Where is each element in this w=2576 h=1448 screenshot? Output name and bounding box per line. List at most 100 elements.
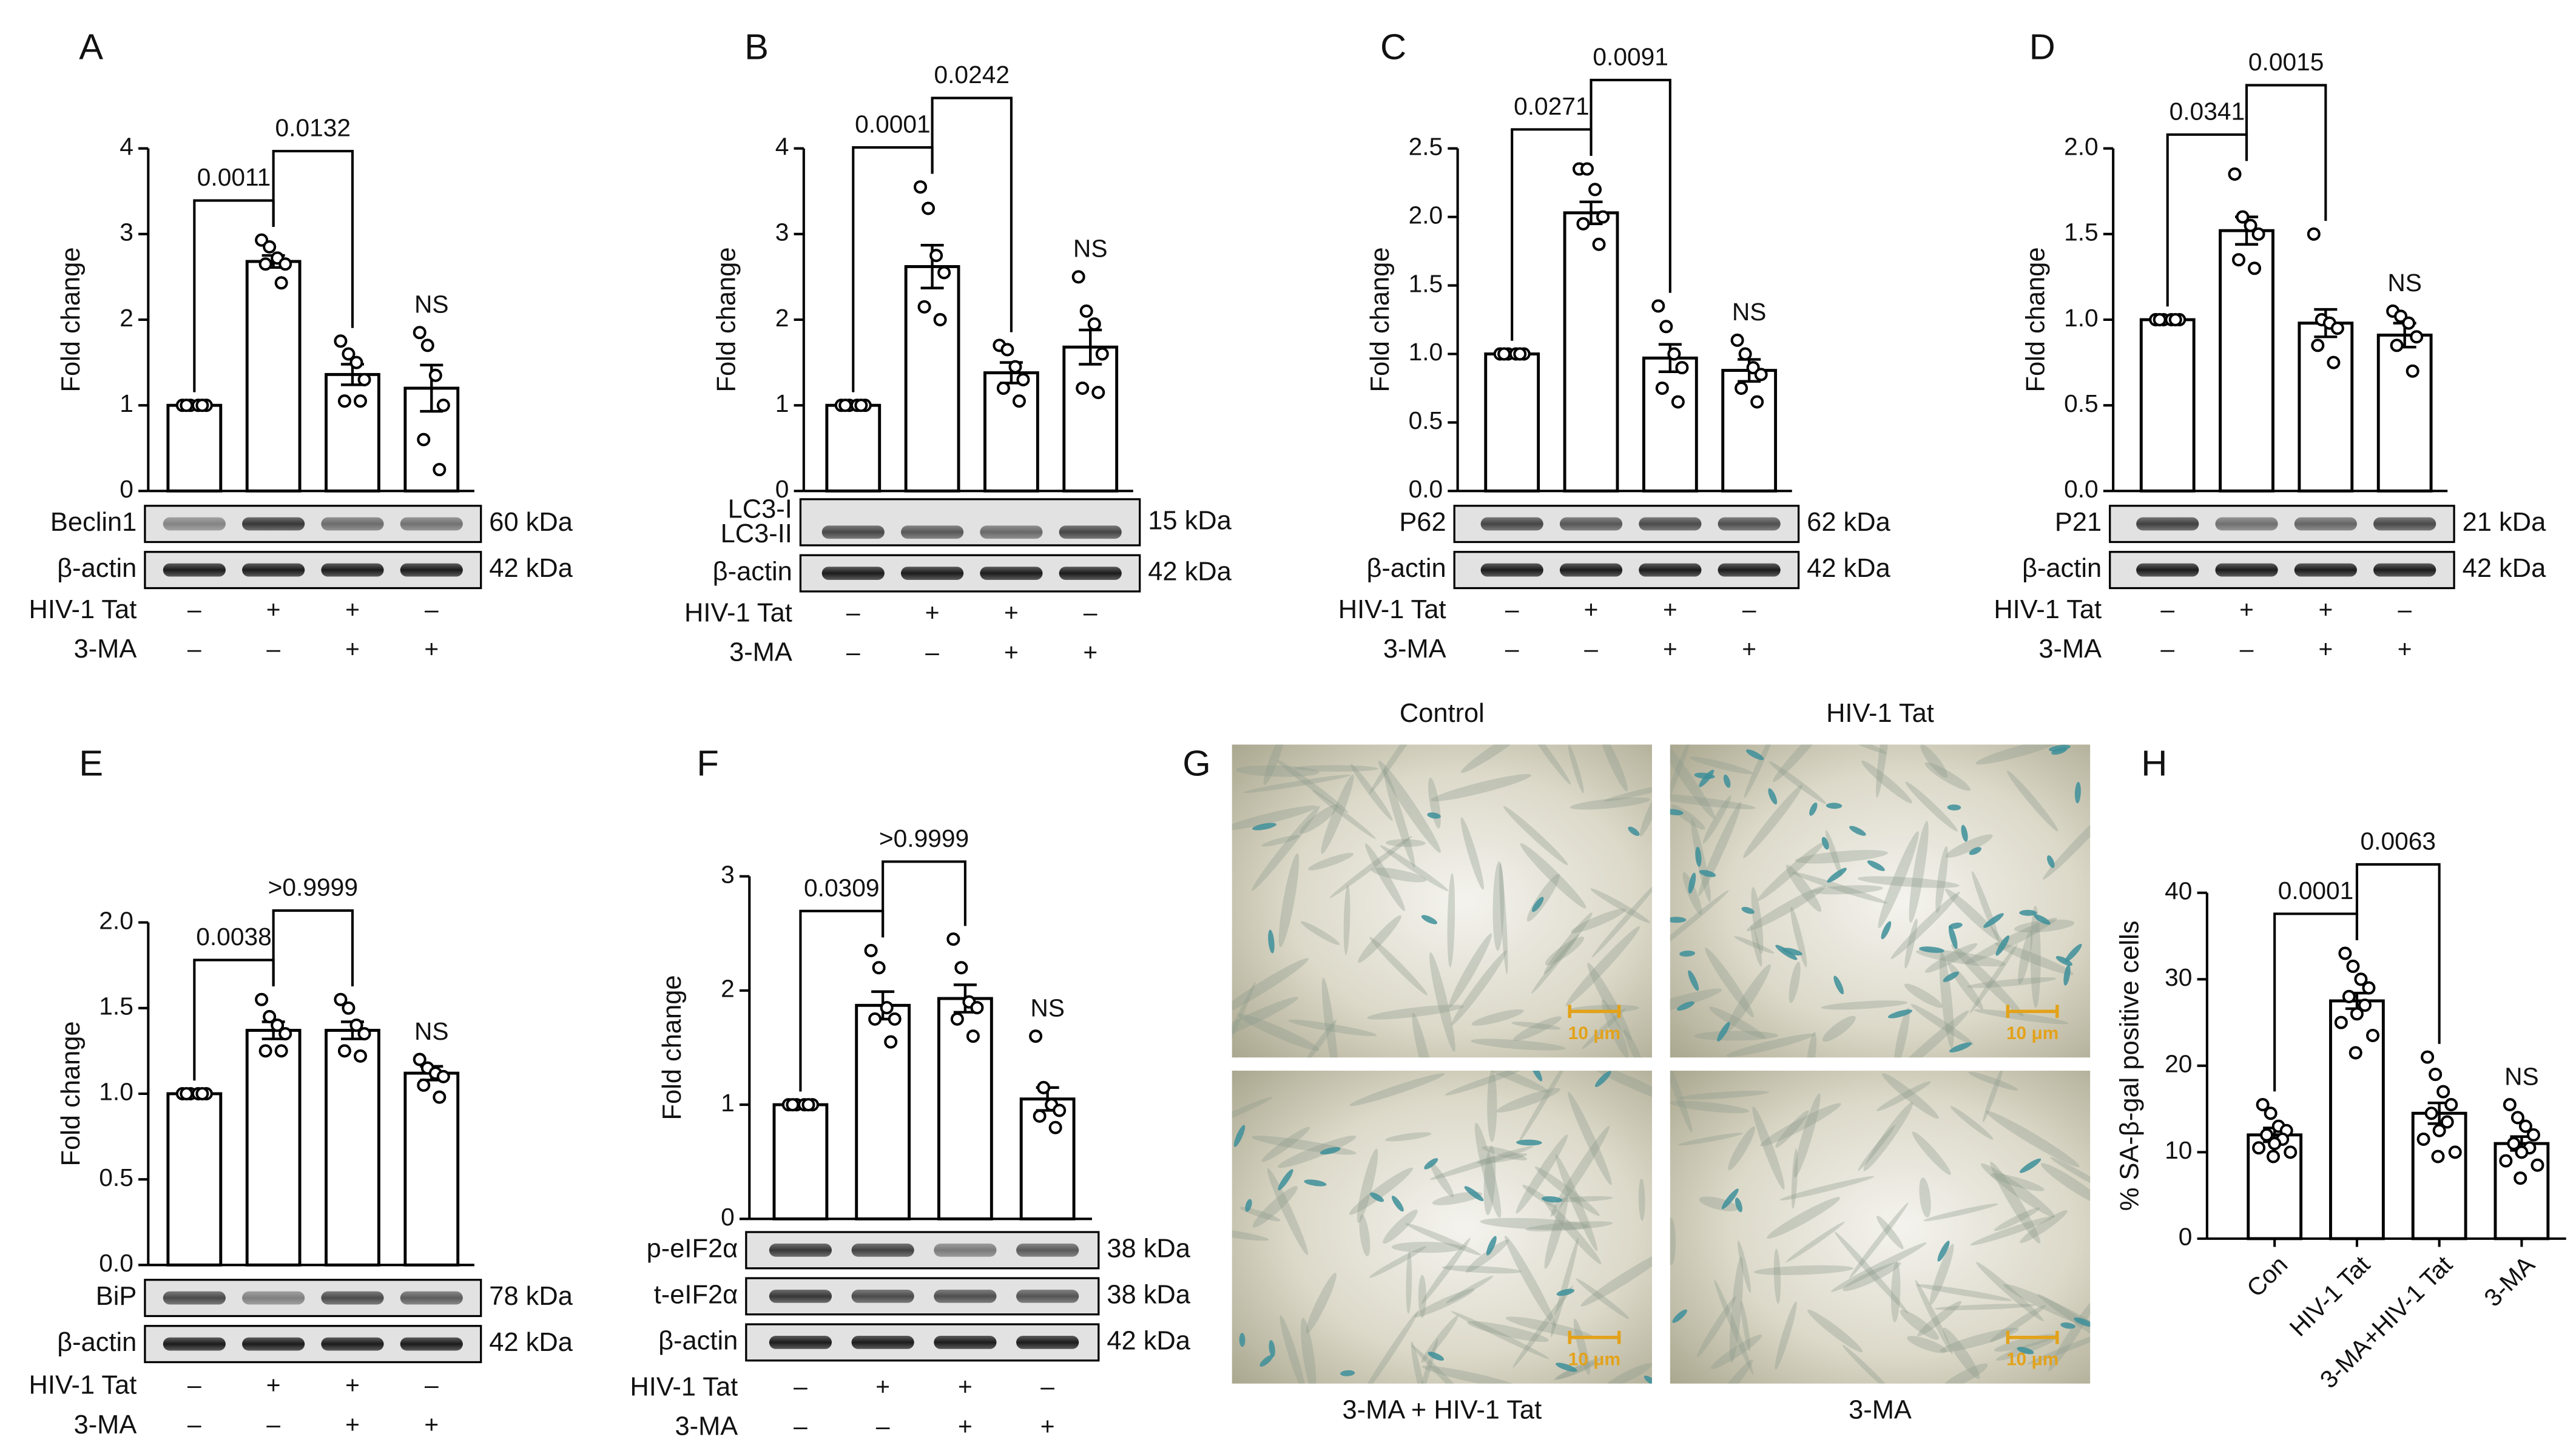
cell	[1587, 963, 1632, 1041]
cell	[1483, 1145, 1496, 1216]
cell	[1276, 759, 1349, 813]
data-point	[2267, 1150, 2281, 1163]
stained-cell	[1809, 802, 1818, 816]
cell	[1421, 1315, 1458, 1363]
bar	[983, 371, 1039, 493]
y-tick-label: 10	[2165, 1136, 2192, 1164]
treatment-sign: –	[187, 1371, 201, 1399]
data-point	[1091, 386, 1105, 399]
stained-cell	[2051, 747, 2068, 755]
cell	[1842, 1344, 1895, 1384]
stained-cell	[1428, 1352, 1445, 1361]
band	[400, 1337, 463, 1351]
stained-cell	[1717, 1022, 1730, 1042]
cell	[1603, 783, 1652, 802]
data-point	[1754, 368, 1768, 382]
stained-cell	[1961, 824, 1968, 842]
stained-cell	[1672, 1309, 1687, 1323]
p-value: 0.0015	[2248, 48, 2324, 76]
band	[1059, 525, 1122, 539]
data-point	[180, 1086, 194, 1100]
blot-kda: 38 kDa	[1107, 1280, 1190, 1309]
data-point	[1016, 372, 1030, 386]
cell	[1715, 1359, 1753, 1384]
data-point	[1037, 1080, 1051, 1094]
cell	[1905, 781, 1958, 832]
cell	[1357, 1148, 1378, 1224]
y-tick-label: 4	[120, 132, 133, 160]
data-point	[2327, 355, 2341, 369]
y-axis-label: Fold change	[56, 1021, 86, 1166]
stained-cell	[1688, 970, 1699, 991]
data-point	[950, 1012, 964, 1026]
blot-kda: 15 kDa	[1148, 506, 1232, 535]
treatment-name: 3-MA	[729, 638, 792, 667]
band	[821, 567, 885, 580]
cell	[1429, 1162, 1454, 1197]
cell	[1821, 1000, 1908, 1010]
cell	[1725, 964, 1771, 1033]
y-tick-label: 1.5	[2064, 218, 2099, 246]
cell	[1793, 1093, 1821, 1178]
stained-cell	[1268, 929, 1275, 954]
cell	[1361, 1310, 1419, 1384]
data-point	[2448, 1145, 2462, 1159]
x-tick-label: Con	[2241, 1250, 2293, 1302]
data-point	[2432, 1123, 2446, 1137]
cell	[1471, 1009, 1524, 1026]
significance-bracket	[1590, 78, 1671, 293]
cell	[1406, 1251, 1412, 1314]
cell	[1451, 1311, 1549, 1359]
band	[163, 517, 226, 531]
p-value: 0.0271	[1514, 92, 1590, 120]
cell	[1232, 982, 1256, 1058]
data-point	[2264, 1106, 2278, 1120]
data-point	[1675, 361, 1689, 375]
bar	[855, 1003, 911, 1221]
treatment-sign: –	[1040, 1373, 1054, 1401]
cell	[1670, 988, 1722, 1017]
cell	[1571, 908, 1626, 934]
significance-bracket	[272, 909, 354, 986]
cell	[1429, 952, 1455, 1052]
stained-cell	[1867, 860, 1885, 871]
cell	[1934, 1304, 2035, 1310]
cell	[1580, 1249, 1652, 1307]
band	[242, 517, 305, 531]
data-point	[2436, 1085, 2450, 1099]
data-point	[1576, 217, 1590, 231]
cell	[1757, 841, 1824, 901]
cell	[1929, 1244, 1954, 1305]
cells	[1232, 744, 1652, 1058]
data-point	[2168, 313, 2182, 327]
cell	[1565, 926, 1640, 1006]
cell	[1915, 949, 2006, 967]
cell	[1946, 834, 1993, 858]
cell	[1965, 917, 2057, 965]
band	[2294, 563, 2357, 577]
cell	[1280, 1315, 1306, 1384]
y-tick-label: 30	[2165, 963, 2192, 991]
data-point	[880, 1001, 894, 1015]
blot-label: β-actin	[713, 557, 792, 587]
data-point	[1667, 347, 1681, 361]
panel-letter: A	[79, 27, 103, 67]
treatment-sign: –	[425, 595, 439, 623]
cell	[1639, 790, 1652, 837]
cell	[1863, 1102, 1913, 1171]
blot-kda: 62 kDa	[1807, 508, 1890, 537]
cell	[1882, 1073, 1939, 1119]
treatment-sign: +	[2398, 635, 2412, 662]
cell	[1421, 1238, 1471, 1304]
band	[1480, 563, 1543, 577]
cell	[1482, 1146, 1528, 1160]
blot-kda: 42 kDa	[1807, 554, 1890, 583]
data-point	[1655, 381, 1669, 395]
data-point	[2311, 338, 2325, 352]
cell	[1405, 1223, 1481, 1256]
treatment-sign: +	[266, 595, 281, 623]
p-value: 0.0011	[197, 163, 271, 191]
stained-cell	[1529, 1070, 1543, 1082]
band	[1718, 563, 1781, 577]
